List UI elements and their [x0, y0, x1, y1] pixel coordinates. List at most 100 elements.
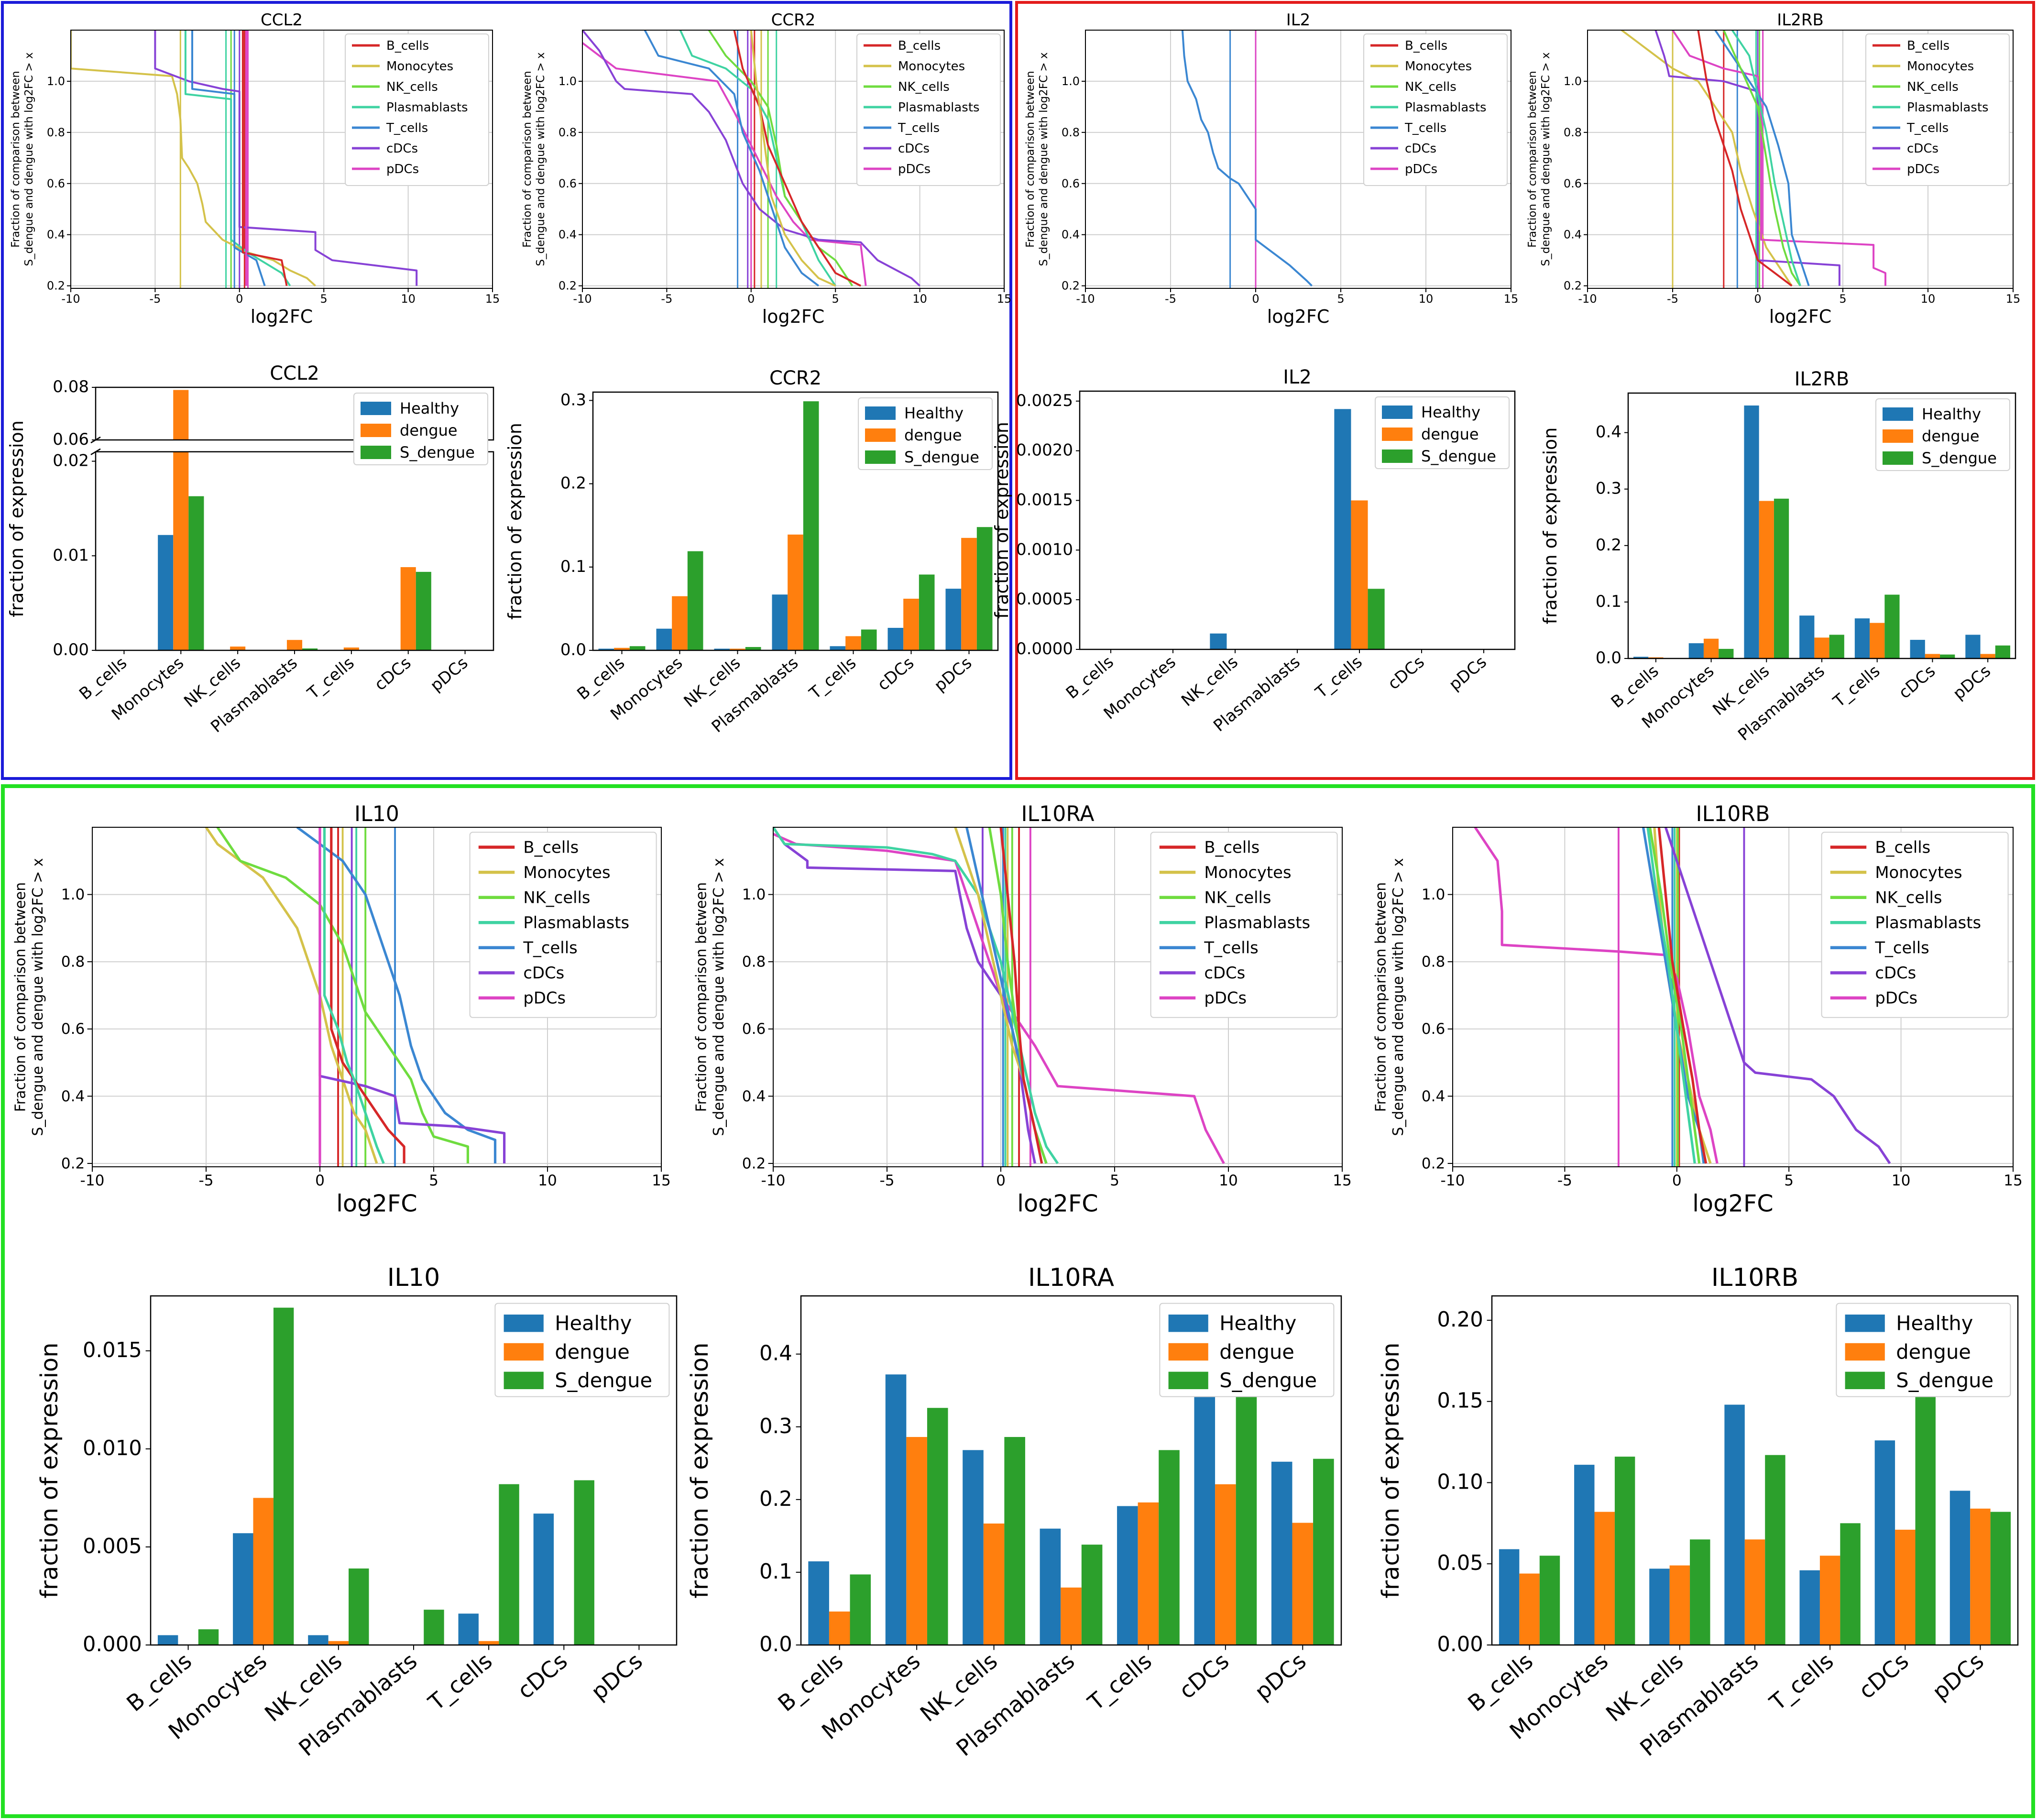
legend-swatch-dengue [504, 1343, 544, 1361]
y-tick-label: 0.2 [1564, 279, 1582, 293]
series-cdcs [154, 30, 418, 286]
bar-healthy [158, 535, 174, 650]
bar-dengue [1970, 1508, 1991, 1645]
bar-chart-il10ra: 0.00.10.20.30.4B_cellsMonocytesNK_cellsP… [686, 1263, 1342, 1761]
bar-dengue [173, 451, 189, 650]
bar-s_dengue [687, 551, 703, 650]
bar-dengue [788, 534, 803, 650]
legend-swatch-healthy [1382, 406, 1413, 419]
legend-box [1363, 33, 1508, 186]
x-tick-label: T_cells [1083, 1648, 1157, 1716]
bar-dengue [253, 1498, 274, 1645]
bar-dengue [903, 599, 919, 650]
legend-label: pDCs [898, 162, 931, 176]
legend-swatch-dengue [1382, 428, 1413, 441]
bar-chart-ccr2: 0.00.10.20.3B_cellsMonocytesNK_cellsPlas… [504, 367, 999, 736]
bar-s_dengue [302, 648, 318, 650]
x-tick-label: -5 [1667, 292, 1678, 306]
series-nk_cells [1722, 30, 1801, 286]
bar-healthy [1271, 1461, 1292, 1645]
y-axis-label: Fraction of comparison between [1526, 71, 1539, 248]
chart-title: CCL2 [270, 362, 319, 384]
bar-healthy [885, 1374, 907, 1645]
plot-border [1587, 30, 2014, 289]
x-tick-label: 0 [996, 1172, 1006, 1189]
y-axis-label: S_dengue and dengue with log2FC > x [535, 52, 547, 266]
bar-healthy [1965, 635, 1981, 658]
x-tick-label: 10 [1219, 1172, 1238, 1189]
chart-title: IL10RB [1711, 1263, 1798, 1292]
legend-label: cDCs [1875, 964, 1916, 982]
x-tick-label: B_cells [1062, 652, 1117, 703]
legend-swatch-dengue [1168, 1343, 1208, 1361]
bar-dengue [1744, 1539, 1765, 1645]
bar-dengue [1870, 623, 1885, 658]
legend-swatch-healthy [865, 406, 896, 420]
legend-swatch-s_dengue [361, 446, 391, 459]
bar-dengue [961, 537, 977, 650]
y-tick-label: 1.0 [1422, 886, 1446, 903]
x-tick-label: T_cells [423, 1648, 497, 1716]
x-axis-label: log2FC [1267, 306, 1330, 327]
legend-label: Monocytes [1907, 59, 1974, 74]
bar-s_dengue [1539, 1556, 1560, 1645]
legend-label: cDCs [1405, 142, 1436, 156]
bar-dengue [400, 567, 416, 650]
y-tick-label: 0.20 [1437, 1308, 1483, 1332]
legend-label: dengue [1219, 1340, 1294, 1363]
chart-title: IL10RB [1696, 802, 1770, 826]
series-b_cells [1697, 30, 1793, 287]
x-tick-label: cDCs [1174, 1648, 1234, 1704]
bar-dengue [829, 1612, 850, 1645]
bar-healthy [1724, 1404, 1745, 1645]
x-tick-label: -10 [1578, 292, 1597, 306]
legend-box [856, 33, 1001, 186]
x-tick-label: -10 [1441, 1172, 1465, 1189]
bar-s_dengue [1719, 648, 1734, 658]
y-tick-label: 0.4 [759, 1342, 792, 1366]
bar-s_dengue [499, 1484, 519, 1645]
bar-healthy [1799, 1570, 1820, 1645]
legend-label: B_cells [386, 39, 429, 53]
legend-swatch-s_dengue [865, 450, 896, 464]
series-plasmablasts [1646, 827, 1696, 1164]
bar-dengue [286, 640, 303, 650]
legend-label: B_cells [898, 39, 941, 53]
bar-dengue [672, 596, 688, 650]
bar-dengue [1061, 1587, 1082, 1645]
y-tick-label: 0.0 [759, 1633, 792, 1656]
bar-healthy [157, 1635, 178, 1645]
x-tick-label: 5 [1784, 1172, 1794, 1189]
bar-s_dengue [1313, 1458, 1334, 1645]
x-tick-label: 15 [1504, 292, 1519, 306]
y-tick-label: 0.8 [61, 954, 85, 971]
bar-dengue [1895, 1529, 1916, 1645]
bar-dengue [1138, 1502, 1159, 1645]
y-axis-label: S_dengue and dengue with log2FC > x [1038, 52, 1050, 266]
x-tick-label: -10 [80, 1172, 105, 1189]
bar-s_dengue [1368, 589, 1385, 649]
chart-title: CCR2 [771, 11, 816, 30]
series-plasmablasts [323, 827, 385, 1164]
x-tick-label: cDCs [371, 653, 415, 694]
x-tick-label: pDCs [1927, 1648, 1989, 1705]
x-tick-label: 5 [429, 1172, 438, 1189]
chart-title: CCL2 [261, 11, 303, 30]
bar-healthy [656, 628, 672, 650]
legend-label: Healthy [400, 399, 459, 417]
x-tick-label: cDCs [874, 653, 918, 694]
y-tick-label: 0.06 [53, 430, 89, 449]
x-axis-label: log2FC [336, 1190, 417, 1217]
x-axis-label: log2FC [762, 306, 825, 327]
axis-break-mark [90, 448, 101, 455]
bar-healthy [1633, 657, 1649, 658]
y-axis-label: S_dengue and dengue with log2FC > x [1390, 858, 1407, 1136]
x-tick-label: -5 [879, 1172, 894, 1189]
x-tick-label: 5 [832, 292, 839, 306]
y-tick-label: 0.05 [1437, 1551, 1483, 1575]
bar-s_dengue [850, 1574, 871, 1645]
bar-s_dengue [803, 401, 819, 650]
x-tick-label: 10 [1921, 292, 1936, 306]
bar-dengue [730, 648, 745, 650]
bar-s_dengue [1829, 635, 1844, 658]
